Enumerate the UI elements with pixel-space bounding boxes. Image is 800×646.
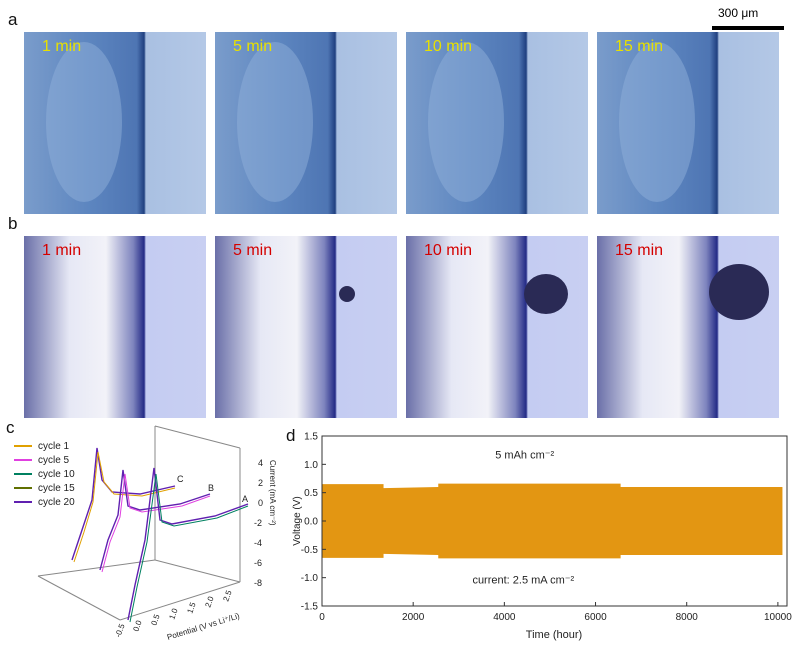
z-tick-label: -8 [254,578,262,588]
x-tick-label: -0.5 [113,622,126,639]
panel-d-letter: d [286,426,296,445]
electrode-image [24,32,206,214]
electrode-image [215,236,397,418]
micrograph-b-3: 10 min [406,236,588,418]
frame-line [119,581,241,621]
x-tick-label: 0.0 [131,619,143,633]
x-axis-title: Time (hour) [526,629,582,641]
y-tick-label: 0.5 [304,488,318,499]
capacity-annotation: 5 mAh cm⁻² [495,450,554,462]
z-tick-label: -2 [254,518,262,528]
y-tick-label: 1.5 [304,432,318,443]
x-tick-label: 0.5 [149,613,161,627]
cv-curve-b [99,469,211,573]
time-label: 1 min [42,242,82,259]
micrograph-a-4: 15 min [597,32,779,214]
scale-bar [712,26,784,30]
time-label: 10 min [424,242,473,259]
micrograph-b-4: 15 min [597,236,779,418]
x-tick-label: 6000 [584,612,607,623]
cv-3d-plot: C B A 4 2 0 -2 -4 -6 -8 Current (mA cm⁻²… [14,425,277,642]
scale-bar-label: 300 μm [718,6,759,20]
cv-curve-a [127,467,249,623]
micrograph-a-3: 10 min [406,32,588,214]
cv-curve-c [71,447,176,563]
x-tick-label: 0 [319,612,325,623]
z-tick-label: 0 [258,498,263,508]
frame-line [154,559,241,583]
voltage-band [322,483,783,559]
y-tick-label: 1.0 [304,460,318,471]
electrode-image [597,236,779,418]
x-tick-label: 4000 [493,612,516,623]
panel-c-letter: c [6,418,15,437]
legend-label: cycle 10 [38,469,75,480]
x-tick-label: 1.0 [167,607,179,621]
frame-line [37,559,156,577]
z-tick-label: 4 [258,458,263,468]
z-tick-label: 2 [258,478,263,488]
micrograph-b-2: 5 min [215,236,397,418]
electrode-image [215,32,397,214]
x-tick-label: 1.5 [185,601,197,615]
y-tick-label: 0.0 [304,517,318,528]
micrograph-b-1: 1 min [24,236,206,418]
electrode-image [597,32,779,214]
legend-label: cycle 20 [38,497,75,508]
x-tick-label: 10000 [764,612,792,623]
dendrite-growth [339,286,355,302]
x-tick-label: 2.0 [203,595,215,609]
y-tick-label: -1.5 [301,602,319,613]
panel-b-letter: b [8,214,18,233]
time-label: 15 min [615,242,664,259]
y-tick-label: -1.0 [301,573,319,584]
micrograph-a-2: 5 min [215,32,397,214]
curve-letter-c: C [177,474,184,484]
time-label: 5 min [233,242,273,259]
curve-letter-b: B [208,483,214,493]
time-label: 5 min [233,38,273,55]
frame-line [37,575,121,621]
cv-legend: cycle 1 cycle 5 cycle 10 cycle 15 cycle … [14,441,75,508]
panel-a-letter: a [8,10,18,29]
frame-line [154,425,241,449]
x-tick-label: 2000 [402,612,425,623]
y-tick-label: -0.5 [301,545,319,556]
current-annotation: current: 2.5 mA cm⁻² [472,574,574,586]
time-label: 10 min [424,38,473,55]
legend-label: cycle 1 [38,441,70,452]
curve-letter-a: A [242,494,248,504]
electrode-image [406,236,588,418]
legend-label: cycle 15 [38,483,75,494]
z-axis-label: Current (mA cm⁻²) [268,460,277,526]
y-axis-title: Voltage (V) [292,496,303,545]
legend-label: cycle 5 [38,455,70,466]
dendrite-growth [709,264,769,320]
electrode-image [406,32,588,214]
voltage-chart: 1.5 1.0 0.5 0.0 -0.5 -1.0 -1.5 0 2000 4000 6000 80… [292,432,792,642]
dendrite-growth [524,274,568,314]
micrograph-a-1: 1 min [24,32,206,214]
x-tick-label: 2.5 [221,589,233,603]
z-tick-label: -4 [254,538,262,548]
electrode-image [24,236,206,418]
time-label: 1 min [42,38,82,55]
time-label: 15 min [615,38,664,55]
z-tick-label: -6 [254,558,262,568]
x-tick-label: 8000 [676,612,699,623]
